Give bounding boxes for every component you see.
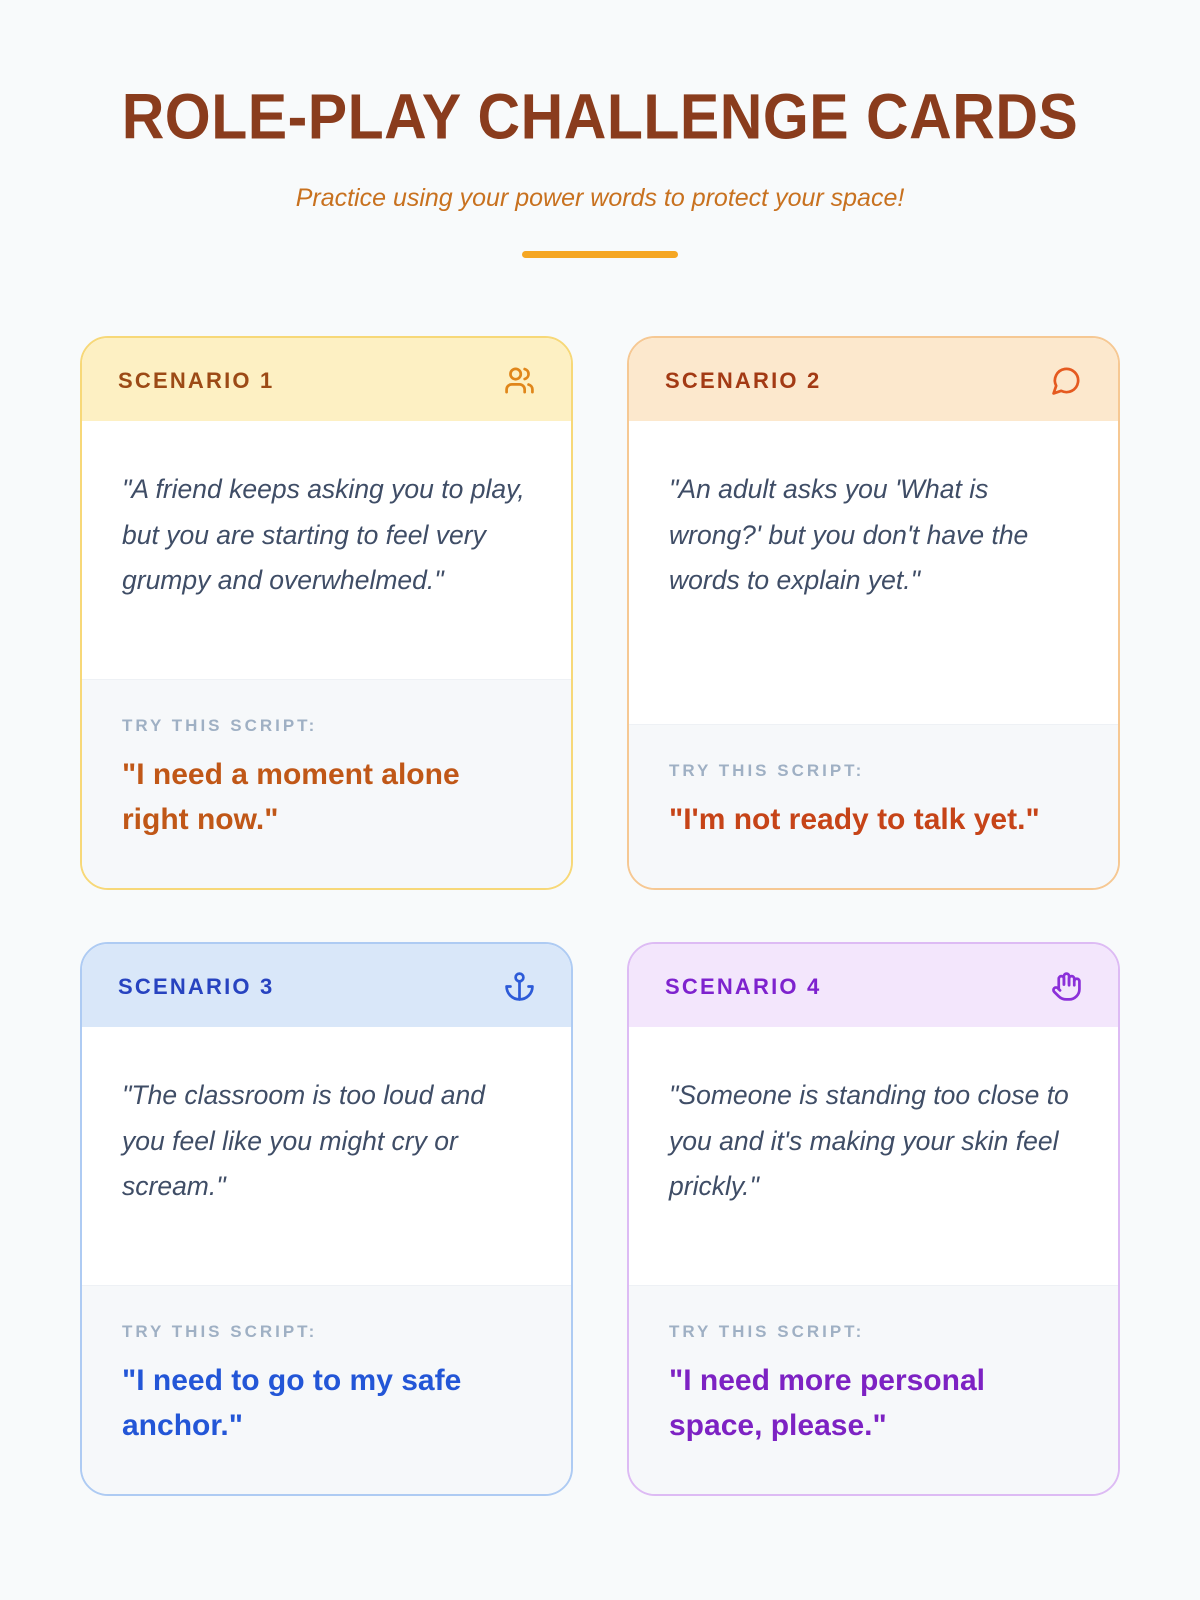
script-label: TRY THIS SCRIPT:: [122, 716, 318, 735]
scenario-card-grid: SCENARIO 1 "A friend keeps asking you to…: [80, 336, 1120, 1496]
card-header: SCENARIO 1: [82, 338, 571, 421]
scenario-card-3: SCENARIO 3 "The classroom is too loud an…: [80, 942, 573, 1496]
anchor-icon: [504, 971, 535, 1002]
scenario-label: SCENARIO 2: [665, 367, 822, 393]
card-header: SCENARIO 4: [629, 944, 1118, 1027]
page-subtitle: Practice using your power words to prote…: [295, 184, 905, 212]
script-text: "I need a moment alone right now.": [122, 758, 460, 836]
card-footer: TRY THIS SCRIPT: "I need to go to my saf…: [82, 1285, 571, 1494]
hand-icon: [1051, 971, 1082, 1002]
page-header: ROLE-PLAY CHALLENGE CARDS Practice using…: [80, 80, 1120, 258]
script-text: "I need more personal space, please.": [669, 1364, 985, 1442]
worksheet-page: ROLE-PLAY CHALLENGE CARDS Practice using…: [80, 80, 1120, 1496]
scenario-text: "The classroom is too loud and you feel …: [122, 1080, 485, 1202]
card-footer: TRY THIS SCRIPT: "I'm not ready to talk …: [629, 724, 1118, 888]
card-header: SCENARIO 3: [82, 944, 571, 1027]
scenario-label: SCENARIO 1: [118, 367, 275, 393]
script-label: TRY THIS SCRIPT:: [669, 1322, 865, 1341]
script-text: "I need to go to my safe anchor.": [122, 1364, 462, 1442]
scenario-label: SCENARIO 3: [118, 973, 275, 999]
users-icon: [504, 365, 535, 396]
card-footer: TRY THIS SCRIPT: "I need more personal s…: [629, 1285, 1118, 1494]
scenario-label: SCENARIO 4: [665, 973, 822, 999]
scenario-text: "An adult asks you 'What is wrong?' but …: [669, 474, 1029, 596]
script-label: TRY THIS SCRIPT:: [669, 761, 865, 780]
scenario-card-2: SCENARIO 2 "An adult asks you 'What is w…: [627, 336, 1120, 890]
script-text: "I'm not ready to talk yet.": [669, 803, 1040, 836]
scenario-text: "Someone is standing too close to you an…: [669, 1080, 1069, 1202]
title-divider: [522, 251, 678, 258]
card-header: SCENARIO 2: [629, 338, 1118, 421]
script-label: TRY THIS SCRIPT:: [122, 1322, 318, 1341]
scenario-card-4: SCENARIO 4 "Someone is standing too clos…: [627, 942, 1120, 1496]
scenario-text: "A friend keeps asking you to play, but …: [122, 474, 525, 596]
speech-bubble-icon: [1051, 365, 1082, 396]
page-title: ROLE-PLAY CHALLENGE CARDS: [121, 81, 1079, 153]
card-footer: TRY THIS SCRIPT: "I need a moment alone …: [82, 679, 571, 888]
scenario-card-1: SCENARIO 1 "A friend keeps asking you to…: [80, 336, 573, 890]
